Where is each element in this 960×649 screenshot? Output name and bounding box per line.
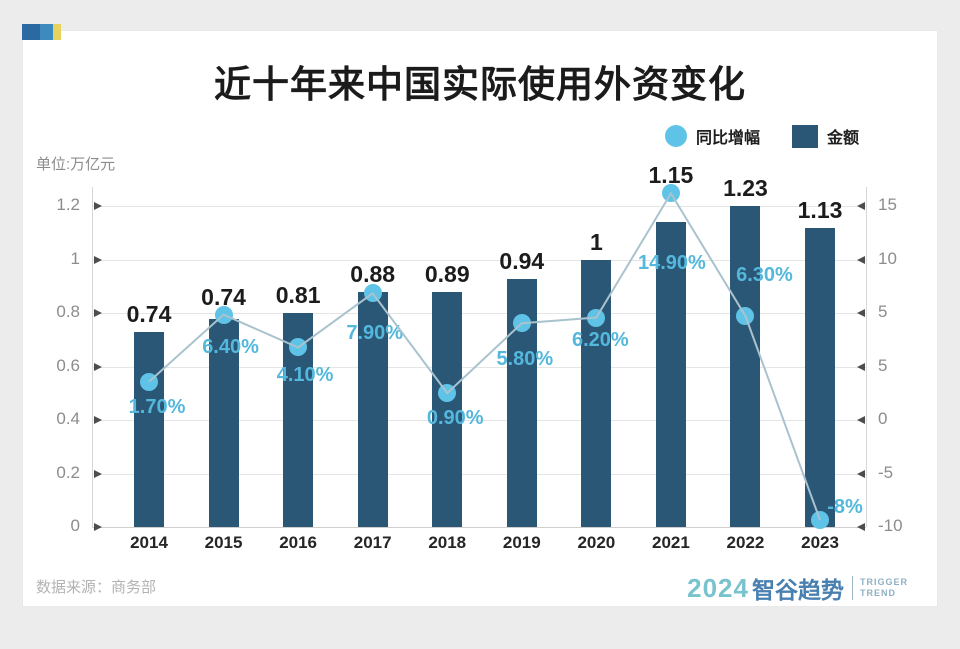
chart-title: 近十年来中国实际使用外资变化 (214, 64, 746, 105)
legend-growth-dot-icon (665, 125, 687, 147)
left-axis-tick-arrow-icon (94, 309, 102, 317)
right-axis-tick-arrow-icon (857, 309, 865, 317)
growth-value-label: 6.40% (202, 335, 259, 358)
y-axis-right-tick-label: 0 (878, 409, 888, 428)
right-axis-tick-arrow-icon (857, 523, 865, 531)
chart-legend: 同比增幅 金额 (665, 124, 859, 148)
growth-point-marker (661, 184, 680, 203)
growth-value-label: 4.10% (276, 364, 334, 387)
axis-unit-label: 单位:万亿元 (36, 156, 116, 173)
y-axis-left-tick-label: 0.6 (56, 355, 80, 375)
gridline (92, 527, 866, 528)
amount-value-label: 1.15 (648, 162, 694, 189)
right-axis-tick-arrow-icon (857, 469, 865, 478)
growth-value-label: -8% (827, 496, 863, 519)
right-axis-tick-arrow-icon (857, 255, 865, 264)
y-axis-left-tick-label: 0.8 (56, 302, 80, 321)
growth-point-marker (140, 372, 158, 391)
y-axis-left-tick-label: 0 (70, 516, 80, 535)
x-axis-category-label: 2021 (651, 533, 690, 552)
legend-growth-label: 同比增幅 (696, 130, 761, 147)
y-axis-right-tick-label: -10 (878, 516, 903, 535)
y-axis-right-tick-label: 15 (878, 195, 897, 214)
x-axis-category-label: 2023 (801, 533, 839, 552)
y-axis-left-tick-label: 1.2 (56, 195, 80, 214)
right-axis-tick-arrow-icon (857, 202, 865, 210)
y-axis-right-tick-label: 10 (878, 248, 897, 268)
y-axis-line-right (866, 187, 867, 527)
x-axis-category-label: 2020 (577, 533, 616, 552)
growth-value-label: 6.30% (736, 264, 793, 287)
amount-bar (730, 206, 761, 527)
left-axis-tick-arrow-icon (94, 469, 102, 478)
x-axis-category-label: 2014 (130, 533, 168, 552)
brand-logo: 2024 智谷趋势 TRIGGER TREND (687, 571, 908, 605)
y-axis-right-tick-label: -5 (878, 462, 894, 482)
x-axis-category-label: 2016 (279, 533, 318, 552)
growth-value-label: 7.90% (346, 322, 404, 345)
y-axis-left-tick-label: 1 (70, 248, 80, 268)
x-axis-category-label: 2019 (502, 533, 541, 552)
growth-point-marker (363, 284, 382, 303)
growth-value-label: 0.90% (426, 407, 484, 430)
corner-decoration-dark-blue-block (22, 24, 40, 40)
y-axis-right-tick-label: 5 (878, 355, 888, 375)
brand-tagline-bottom: TREND (859, 588, 896, 598)
brand-tagline-top: TRIGGER (859, 577, 908, 587)
legend-amount-label: 金额 (827, 130, 860, 147)
right-axis-tick-arrow-icon (857, 362, 865, 371)
left-axis-tick-arrow-icon (94, 523, 102, 531)
brand-tagline: TRIGGER TREND (860, 577, 908, 599)
growth-point-marker (214, 305, 233, 324)
right-axis-tick-arrow-icon (857, 416, 865, 424)
y-axis-line-left (92, 187, 93, 527)
left-axis-tick-arrow-icon (94, 202, 102, 210)
brand-name: 智谷趋势 (751, 577, 844, 603)
y-axis-right-tick-label: 5 (878, 302, 888, 321)
corner-decoration-light-blue-block (40, 24, 53, 40)
left-axis-tick-arrow-icon (94, 255, 102, 264)
x-axis-category-label: 2015 (204, 533, 243, 552)
x-axis-category-label: 2018 (428, 533, 467, 552)
left-axis-tick-arrow-icon (94, 362, 102, 371)
legend-amount-square-icon (792, 124, 819, 148)
y-axis-left-tick-label: 0.2 (56, 462, 80, 482)
x-axis-category-label: 2022 (726, 533, 765, 552)
amount-bar (134, 331, 164, 527)
y-axis-left-tick-label: 0.4 (56, 409, 80, 428)
amount-bar (581, 259, 612, 527)
amount-value-label: 1.13 (797, 196, 843, 223)
growth-value-label: 6.20% (572, 328, 629, 351)
data-source-label: 数据来源：商务部 (36, 579, 157, 596)
brand-divider (851, 576, 853, 600)
growth-point-marker (587, 308, 606, 327)
corner-decoration (22, 24, 61, 40)
left-axis-tick-arrow-icon (94, 416, 102, 424)
brand-year: 2024 (687, 572, 749, 603)
x-axis-category-label: 2017 (353, 533, 392, 552)
growth-value-label: 1.70% (128, 395, 186, 418)
growth-point-marker (512, 314, 531, 333)
corner-decoration-yellow-block (53, 24, 61, 40)
growth-value-label: 5.80% (496, 348, 554, 371)
